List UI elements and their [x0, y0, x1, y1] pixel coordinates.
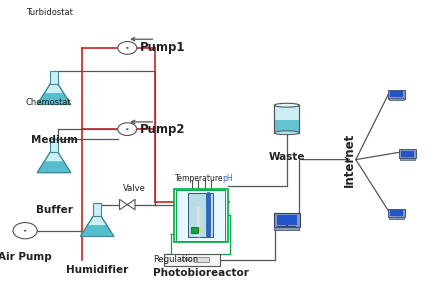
Circle shape — [195, 228, 201, 232]
Ellipse shape — [274, 103, 299, 107]
Circle shape — [118, 41, 137, 54]
FancyBboxPatch shape — [194, 257, 209, 262]
Circle shape — [126, 47, 128, 49]
Text: Buffer: Buffer — [36, 205, 73, 215]
FancyBboxPatch shape — [274, 120, 299, 133]
FancyBboxPatch shape — [389, 90, 405, 99]
FancyBboxPatch shape — [50, 71, 58, 84]
FancyBboxPatch shape — [50, 139, 58, 152]
Text: Temperature: Temperature — [175, 174, 224, 184]
FancyBboxPatch shape — [164, 254, 220, 266]
Text: Photobioreactor: Photobioreactor — [153, 268, 249, 278]
FancyBboxPatch shape — [389, 209, 405, 218]
Polygon shape — [37, 93, 71, 104]
FancyBboxPatch shape — [274, 227, 299, 229]
FancyBboxPatch shape — [274, 105, 299, 133]
Text: Pump1: Pump1 — [140, 41, 186, 54]
Text: Medium: Medium — [30, 135, 77, 145]
Ellipse shape — [274, 131, 299, 135]
Circle shape — [24, 230, 26, 231]
FancyBboxPatch shape — [277, 215, 297, 225]
Polygon shape — [37, 84, 71, 104]
Circle shape — [126, 128, 128, 130]
Text: Regulation: Regulation — [153, 255, 198, 264]
FancyBboxPatch shape — [400, 158, 415, 160]
Text: Turbidostat: Turbidostat — [26, 9, 73, 17]
FancyBboxPatch shape — [389, 98, 404, 100]
Text: Air Pump: Air Pump — [0, 252, 52, 263]
Circle shape — [13, 223, 37, 239]
FancyBboxPatch shape — [389, 217, 404, 219]
Polygon shape — [37, 152, 71, 173]
Polygon shape — [37, 161, 71, 173]
FancyBboxPatch shape — [390, 91, 403, 97]
FancyBboxPatch shape — [399, 149, 416, 158]
Text: Valve: Valve — [123, 184, 146, 193]
Text: Chemostat: Chemostat — [26, 98, 72, 107]
FancyBboxPatch shape — [274, 213, 300, 227]
Text: Humidifier: Humidifier — [66, 266, 128, 276]
Text: DSC: DSC — [181, 257, 193, 262]
FancyBboxPatch shape — [188, 193, 213, 237]
Text: Pump2: Pump2 — [140, 123, 186, 136]
Polygon shape — [80, 225, 114, 237]
FancyBboxPatch shape — [93, 203, 101, 216]
Polygon shape — [80, 216, 114, 237]
Text: Waste: Waste — [268, 152, 305, 162]
Polygon shape — [120, 199, 135, 210]
FancyBboxPatch shape — [174, 189, 227, 242]
Circle shape — [118, 123, 137, 136]
Text: Internet: Internet — [343, 133, 356, 187]
Text: pH: pH — [222, 174, 233, 184]
FancyBboxPatch shape — [401, 151, 414, 157]
FancyBboxPatch shape — [191, 227, 198, 233]
FancyBboxPatch shape — [390, 210, 403, 216]
